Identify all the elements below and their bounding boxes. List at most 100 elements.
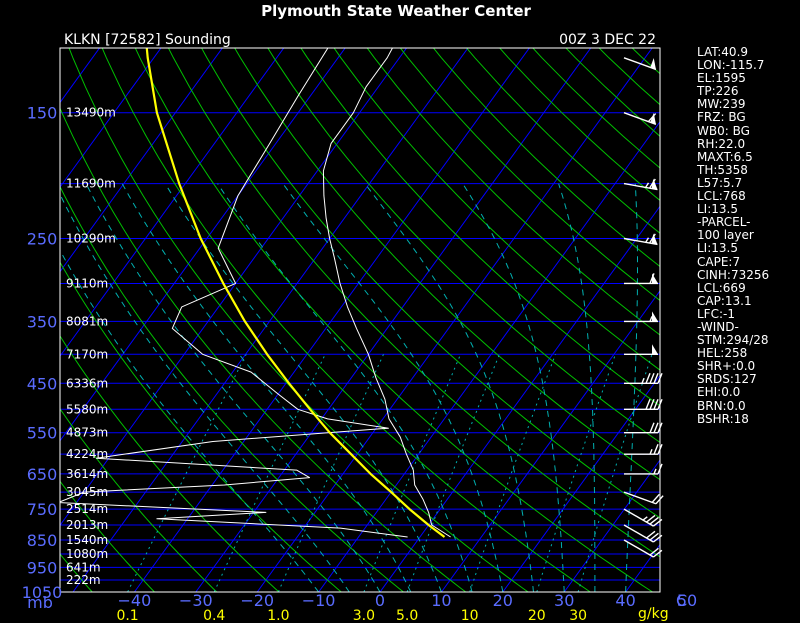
wind-barb xyxy=(624,373,663,384)
stat-item: -PARCEL- xyxy=(697,215,751,230)
mixing-ratio-line xyxy=(577,354,653,592)
mixing-ratio-line xyxy=(363,354,462,592)
moist-adiabat xyxy=(60,193,350,592)
mixing-ratio-line xyxy=(536,354,616,592)
stat-item: RH:22.0 xyxy=(697,136,746,151)
temperature-tick: 40 xyxy=(615,591,635,610)
stat-item: TP:226 xyxy=(697,84,739,99)
height-label: 4224m xyxy=(66,447,108,461)
temperature-tick: 0 xyxy=(375,591,385,610)
parcel-profile xyxy=(145,48,446,538)
pressure-label: 750 xyxy=(27,500,58,519)
mixing-ratio-line xyxy=(127,354,247,592)
pressure-label: 850 xyxy=(27,531,58,550)
height-label: 8081m xyxy=(66,314,108,328)
stat-item: STM:294/28 xyxy=(697,333,769,348)
pressure-label: 350 xyxy=(27,312,58,331)
mixing-ratio-label: 10 xyxy=(461,608,479,623)
mixing-ratio-label: 0.4 xyxy=(203,608,225,623)
wind-barb xyxy=(623,57,657,71)
wind-barb xyxy=(624,443,663,455)
temperature-tick: 50 xyxy=(677,591,697,610)
wind-barb xyxy=(623,233,658,246)
mixing-ratio-line xyxy=(469,354,556,592)
mixing-ratio-line xyxy=(213,354,326,592)
wind-barb xyxy=(624,463,663,475)
wind-barb xyxy=(624,311,658,323)
pressure-unit: mb xyxy=(27,593,53,612)
isotherm-line xyxy=(563,459,660,592)
dry-adiabat xyxy=(0,0,30,592)
chart-lines xyxy=(60,48,451,538)
isotherm-line xyxy=(60,48,346,442)
temperature-tick: 20 xyxy=(493,591,513,610)
stat-item: CINH:73256 xyxy=(697,267,770,282)
stat-item: LON:-115.7 xyxy=(697,58,765,73)
stat-item: MAXT:6.5 xyxy=(697,149,753,164)
dry-adiabat xyxy=(68,48,529,592)
dry-adiabat xyxy=(300,48,660,407)
height-label: 641m xyxy=(66,560,101,574)
pressure-label: 650 xyxy=(27,465,58,484)
wind-barb xyxy=(623,491,664,505)
stat-item: LAT:40.9 xyxy=(697,45,749,59)
dry-adiabat xyxy=(267,48,660,444)
pressure-label: 1050 xyxy=(22,583,63,602)
isotherm-line xyxy=(195,48,592,592)
stat-item: FRZ: BG xyxy=(697,110,746,125)
mixing-ratio-label: 20 xyxy=(528,608,546,623)
sounding-stats: LAT:40.9 LON:-115.7 EL:1595 TP:226 MW:239 FRZ… xyxy=(697,45,770,426)
pressure-label: 250 xyxy=(27,230,58,249)
chart-labels: 150250350450550650750850950105013490m116… xyxy=(22,47,697,623)
chart-title: Plymouth State Weather Center xyxy=(261,2,531,20)
height-label: 6336m xyxy=(66,376,108,390)
stat-item: SRDS:127 xyxy=(697,372,757,387)
wind-barb xyxy=(623,112,657,125)
moist-adiabat xyxy=(164,183,442,592)
dry-adiabat xyxy=(333,48,660,371)
moist-adiabat xyxy=(217,183,473,592)
dry-adiabat xyxy=(788,0,800,592)
isotherm-line xyxy=(72,48,469,592)
stat-item: BRN:0.0 xyxy=(697,398,746,413)
stat-item: HEL:258 xyxy=(697,346,748,361)
moist-adiabat xyxy=(121,183,412,592)
isotherm-line xyxy=(440,290,660,592)
moist-adiabat xyxy=(85,183,381,592)
height-label: 2013m xyxy=(66,518,108,532)
height-label: 10290m xyxy=(66,232,116,246)
moist-adiabat xyxy=(60,249,319,592)
height-label: 222m xyxy=(66,573,101,587)
stat-item: EHI:0.0 xyxy=(697,385,741,400)
dry-adiabat xyxy=(60,261,342,592)
wind-barb xyxy=(624,273,658,285)
wind-barb xyxy=(623,539,663,558)
mixing-ratio-label: 1.0 xyxy=(267,608,289,623)
chart-grid xyxy=(0,0,800,592)
temperature-tick: −40 xyxy=(118,591,152,610)
moist-adiabat xyxy=(625,183,638,592)
stat-item: CAPE:7 xyxy=(697,254,741,269)
stat-item: BSHR:18 xyxy=(697,411,749,426)
height-label: 1080m xyxy=(66,547,108,561)
stat-item: 100 layer xyxy=(697,228,754,243)
stat-item: SHR+:0.0 xyxy=(697,359,756,374)
dry-adiabat xyxy=(60,185,404,592)
moist-adiabat xyxy=(558,183,596,592)
dry-adiabat xyxy=(101,48,591,592)
pressure-label: 550 xyxy=(27,424,58,443)
stat-item: LCL:768 xyxy=(697,189,746,204)
stat-item: -WIND- xyxy=(697,319,739,334)
wind-barb xyxy=(624,344,658,355)
height-label: 5580m xyxy=(66,402,108,416)
height-label: 13490m xyxy=(66,106,116,120)
temperature-tick: −10 xyxy=(302,591,336,610)
mixing-ratio-label: 0.1 xyxy=(116,608,138,623)
isotherm-line xyxy=(379,205,660,592)
stat-item: CAP:13.1 xyxy=(697,293,752,308)
isotherm-line xyxy=(60,48,223,273)
pressure-label: 450 xyxy=(27,374,58,393)
height-label: 1540m xyxy=(66,533,108,547)
wind-barb xyxy=(624,422,663,434)
dry-adiabat xyxy=(60,106,467,592)
